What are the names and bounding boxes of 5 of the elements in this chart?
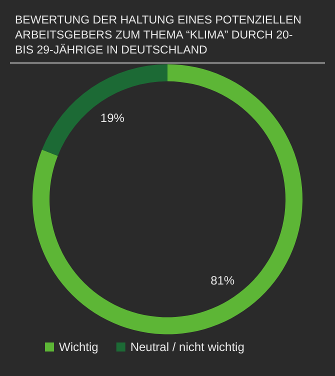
chart-title: BEWERTUNG DER HALTUNG EINES POTENZIELLEN ARBEITSGEBERS ZUM THEMA “KLIMA” DURCH 20- BIS 29-JÄHRIGE IN DEUTSCHLAND <box>15 14 305 56</box>
legend-label: Wichtig <box>59 340 98 354</box>
legend-label: Neutral / nicht wichtig <box>130 340 244 354</box>
data-label: 81% <box>210 273 235 288</box>
data-label: 19% <box>100 111 125 126</box>
